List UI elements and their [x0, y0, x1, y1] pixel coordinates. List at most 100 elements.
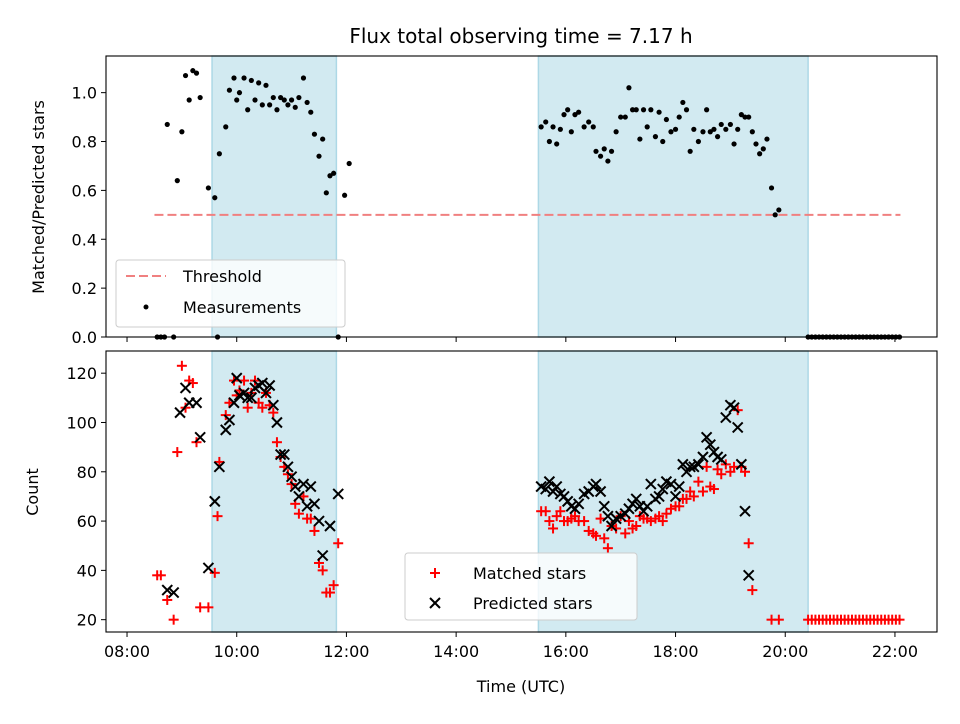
measurement-point — [626, 85, 632, 91]
measurement-point — [331, 170, 337, 176]
measurement-point — [316, 153, 322, 159]
measurement-point — [753, 141, 759, 147]
measurement-point — [633, 107, 639, 113]
measurement-point — [593, 148, 599, 154]
measurement-point — [652, 134, 659, 140]
matched-star-point — [324, 587, 335, 598]
matched-star-point — [591, 530, 602, 541]
predicted-star-point — [673, 480, 685, 493]
predicted-star-point — [540, 483, 552, 495]
measurement-point — [757, 151, 763, 157]
measurement-point — [274, 107, 280, 113]
measurement-point — [605, 158, 611, 164]
measurement-point — [586, 119, 592, 125]
measurement-point — [749, 129, 755, 135]
y-tick-label: 0.0 — [72, 328, 97, 347]
measurement-point — [687, 148, 693, 154]
matched-star-point — [708, 484, 719, 495]
matched-star-point — [305, 513, 316, 524]
measurement-point — [640, 107, 647, 113]
predicted-star-point — [543, 475, 556, 488]
predicted-star-point — [602, 510, 614, 522]
measurement-point — [735, 126, 741, 132]
count-legend: Matched stars Predicted stars — [404, 552, 638, 621]
matched-star-point — [176, 360, 187, 371]
predicted-star-point — [645, 478, 657, 490]
matched-star-point — [271, 437, 282, 448]
measurement-point — [182, 72, 189, 79]
measurement-point — [327, 173, 333, 179]
matched-star-point — [716, 469, 727, 480]
predicted-star-point — [720, 411, 732, 424]
matched-star-point — [333, 538, 344, 549]
measurement-point — [543, 119, 549, 125]
predicted-star-point — [267, 399, 280, 411]
legend-matched-label: Matched stars — [473, 564, 586, 583]
predicted-star-point — [728, 401, 740, 414]
predicted-star-point — [605, 520, 618, 532]
matched-star-point — [540, 506, 551, 517]
predicted-star-point — [278, 448, 290, 461]
x-tick-label: 10:00 — [214, 642, 260, 661]
measurement-point — [278, 94, 284, 101]
measurement-point — [241, 75, 247, 81]
matched-star-point — [693, 476, 704, 487]
predicted-star-point — [190, 397, 203, 409]
measurement-point — [236, 90, 243, 96]
measurement-point — [561, 112, 567, 118]
measurement-point — [676, 114, 682, 120]
measurement-point — [660, 138, 666, 145]
legend-matched-swatch — [430, 568, 440, 578]
matched-star-point — [214, 456, 225, 467]
predicted-star-point — [263, 379, 276, 392]
y-tick-label: 100 — [66, 413, 97, 432]
measurement-point — [292, 104, 298, 110]
ratio-legend: Threshold Measurements — [115, 259, 346, 328]
measurement-point — [718, 121, 724, 128]
y-tick-label: 20 — [77, 611, 97, 630]
predicted-star-point — [324, 520, 336, 532]
measurement-point — [568, 129, 574, 135]
predicted-star-point — [731, 421, 744, 434]
y-tick-label: 0.8 — [72, 133, 97, 152]
predicted-star-point — [572, 498, 585, 510]
measurement-point — [304, 99, 310, 106]
plus-marker — [430, 568, 440, 578]
measurement-point — [704, 107, 710, 113]
measurement-point — [256, 80, 262, 86]
measurement-point — [174, 178, 180, 184]
measurement-point — [259, 102, 265, 108]
count-x-axis: 08:00 10:00 12:00 14:00 16:00 18:00 20:00 22:00 — [104, 632, 918, 661]
y-tick-label: 120 — [66, 364, 97, 383]
ratio-plot-area — [154, 68, 903, 340]
measurement-point — [768, 185, 775, 191]
count-panel-frame — [105, 350, 938, 633]
matched-star-point — [317, 565, 328, 576]
ratio-legend-box — [115, 259, 346, 328]
measurement-point — [263, 82, 269, 88]
measurement-point — [193, 70, 200, 76]
measurement-point — [285, 102, 291, 108]
predicted-star-point — [653, 490, 665, 503]
matched-star-point — [242, 402, 253, 413]
matched-star-point — [239, 375, 250, 386]
measurement-point — [738, 112, 744, 118]
measurement-point — [723, 126, 729, 132]
predicted-star-point — [260, 387, 272, 399]
matched-star-point — [293, 508, 304, 519]
predicted-star-point — [202, 562, 215, 574]
matched-star-point — [155, 570, 166, 581]
predicted-star-point — [256, 377, 269, 389]
measurement-point — [554, 141, 560, 147]
predicted-star-point — [630, 493, 642, 505]
predicted-star-point — [692, 458, 705, 471]
matched-star-point — [309, 525, 320, 536]
cross-marker — [429, 597, 441, 609]
predicted-star-point — [704, 438, 716, 451]
measurement-point — [576, 109, 582, 115]
predicted-star-point — [285, 471, 298, 483]
observing-window-band — [211, 350, 338, 633]
measurement-point — [270, 94, 276, 101]
x-tick-label: 18:00 — [652, 642, 698, 661]
